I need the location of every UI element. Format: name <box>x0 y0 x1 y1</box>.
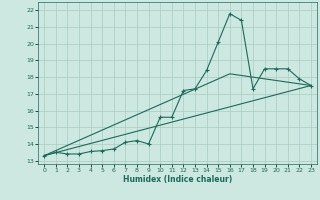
X-axis label: Humidex (Indice chaleur): Humidex (Indice chaleur) <box>123 175 232 184</box>
